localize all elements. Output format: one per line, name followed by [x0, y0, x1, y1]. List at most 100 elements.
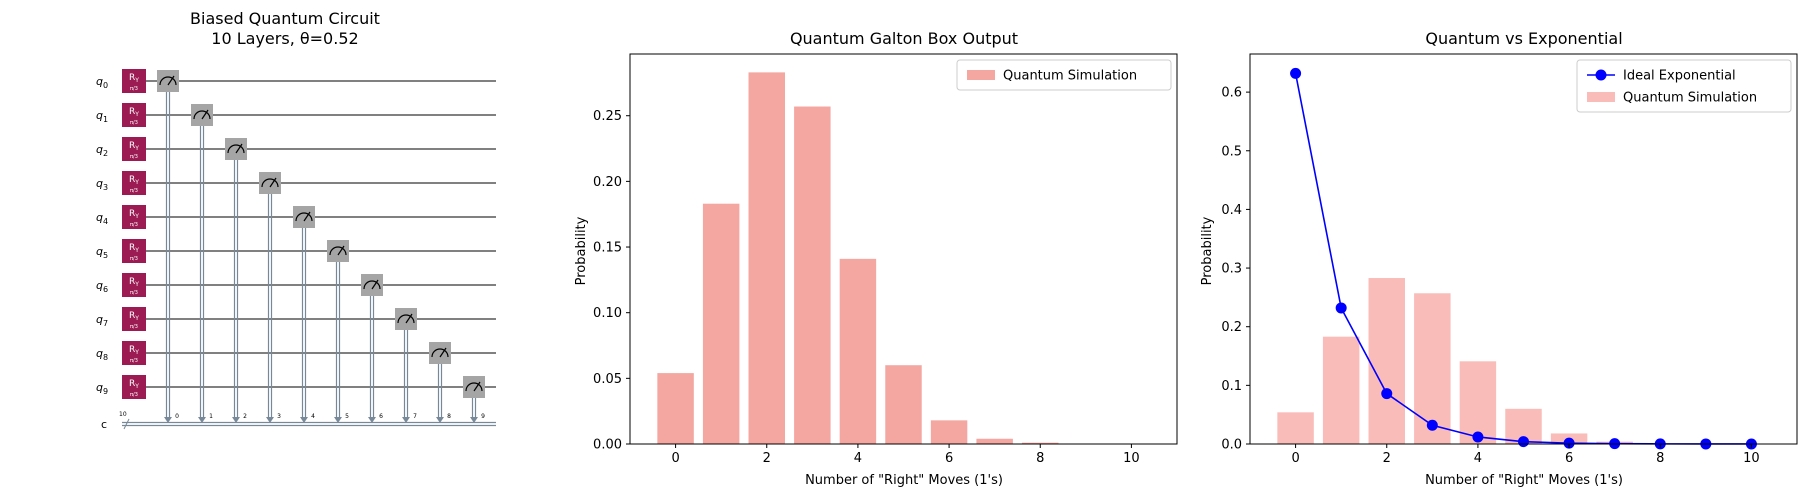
- measure-gate: [429, 342, 451, 364]
- ry-gate: [122, 205, 146, 229]
- ry-gate-param: π/3: [130, 222, 138, 228]
- x-tick-label: 2: [1383, 451, 1391, 466]
- circuit-title-line2: 10 Layers, θ=0.52: [211, 29, 358, 48]
- chart2-xlabel: Number of "Right" Moves (1's): [1425, 473, 1623, 488]
- measure-meter-needle: [303, 211, 311, 222]
- y-tick-label: 0.4: [1221, 203, 1242, 218]
- x-tick-label: 6: [1565, 451, 1573, 466]
- ry-gate-label: RY: [129, 141, 139, 152]
- line-point: [1290, 67, 1302, 79]
- bar: [1022, 442, 1059, 444]
- legend-bar-swatch: [967, 70, 995, 80]
- y-tick-label: 0.05: [593, 372, 622, 387]
- ry-gate-label: RY: [129, 243, 139, 254]
- legend-label: Quantum Simulation: [1003, 69, 1137, 84]
- classical-bit-label: 0: [175, 413, 179, 420]
- measure-gate: [191, 104, 213, 126]
- ry-gate-label: RY: [129, 209, 139, 220]
- measure-meter-needle: [473, 381, 481, 392]
- ry-gate-label: RY: [129, 175, 139, 186]
- ry-gate-label: RY: [129, 379, 139, 390]
- bar: [794, 106, 831, 444]
- bar: [930, 420, 968, 444]
- classical-bit-label: 4: [311, 413, 315, 420]
- ry-gate-label: RY: [129, 345, 139, 356]
- measure-meter-needle: [167, 75, 175, 86]
- measure-meter-needle: [269, 177, 277, 188]
- classical-bit-label: 1: [209, 413, 213, 420]
- measure-arrowhead: [436, 417, 444, 423]
- classical-register-label: c: [101, 418, 107, 431]
- y-tick-label: 0.3: [1221, 262, 1242, 277]
- measure-meter-arc: [397, 314, 415, 324]
- measure-meter-arc: [329, 246, 347, 256]
- line-point: [1472, 431, 1484, 443]
- x-tick-label: 2: [763, 451, 771, 466]
- axes-frame: [629, 53, 1178, 445]
- bar: [748, 72, 785, 444]
- y-tick-label: 0.5: [1221, 144, 1242, 159]
- y-tick-label: 0.2: [1221, 320, 1242, 335]
- qubit-label: q0: [96, 75, 108, 90]
- chart2-title: Quantum vs Exponential: [1425, 29, 1622, 48]
- bar: [702, 203, 740, 444]
- measure-gate: [225, 138, 247, 160]
- measure-meter-arc: [227, 144, 245, 154]
- bar: [1277, 412, 1314, 444]
- chart2-ylabel: Probability: [1200, 216, 1215, 285]
- measure-gate: [293, 206, 315, 228]
- x-tick-label: 8: [1656, 451, 1664, 466]
- ry-gate: [122, 273, 146, 297]
- ry-gate-param: π/3: [130, 392, 138, 398]
- measure-meter-needle: [201, 109, 209, 120]
- measure-meter-arc: [363, 280, 381, 290]
- y-tick-label: 0.10: [593, 306, 622, 321]
- ry-gate: [122, 239, 146, 263]
- x-tick-label: 0: [671, 451, 679, 466]
- x-tick-label: 4: [1474, 451, 1482, 466]
- bar: [976, 438, 1013, 444]
- measure-gate: [327, 240, 349, 262]
- y-tick-label: 0.15: [593, 241, 622, 256]
- x-tick-label: 0: [1291, 451, 1299, 466]
- qubit-label: q1: [96, 109, 108, 124]
- measure-meter-needle: [337, 245, 345, 256]
- ry-gate-label: RY: [129, 277, 139, 288]
- bar: [839, 258, 877, 444]
- y-tick-label: 0.0: [1221, 438, 1242, 453]
- ry-gate: [122, 171, 146, 195]
- line-point: [1426, 419, 1438, 431]
- measure-gate: [463, 376, 485, 398]
- measure-arrowhead: [164, 417, 172, 423]
- qubit-label: q8: [96, 347, 108, 362]
- y-tick-label: 0.1: [1221, 379, 1242, 394]
- ry-gate-label: RY: [129, 73, 139, 84]
- classical-bit-label: 3: [277, 413, 281, 420]
- x-tick-label: 8: [1036, 451, 1044, 466]
- measure-gate: [395, 308, 417, 330]
- x-tick-label: 10: [1123, 451, 1140, 466]
- classical-bit-label: 8: [447, 413, 451, 420]
- classical-bit-label: 5: [345, 413, 349, 420]
- measure-meter-needle: [405, 313, 413, 324]
- ry-gate: [122, 341, 146, 365]
- x-tick-label: 4: [854, 451, 862, 466]
- circuit-title-line1: Biased Quantum Circuit: [190, 9, 380, 28]
- measure-arrowhead: [266, 417, 274, 423]
- chart-quantum-galton-box: Quantum Galton Box Output Number of "Rig…: [574, 29, 1178, 488]
- bar: [1322, 336, 1360, 444]
- ry-gate: [122, 375, 146, 399]
- measure-gate: [361, 274, 383, 296]
- ry-gate: [122, 103, 146, 127]
- ry-gate-param: π/3: [130, 290, 138, 296]
- y-tick-label: 0.20: [593, 175, 622, 190]
- ry-gate-label: RY: [129, 107, 139, 118]
- measure-arrowhead: [300, 417, 308, 423]
- axes-frame: [1249, 53, 1798, 445]
- classical-bit-label: 6: [379, 413, 383, 420]
- classical-bit-label: 2: [243, 413, 247, 420]
- measure-gate: [259, 172, 281, 194]
- qubit-label: q3: [96, 177, 108, 192]
- circuit-panel: Biased Quantum Circuit 10 Layers, θ=0.52…: [96, 9, 496, 431]
